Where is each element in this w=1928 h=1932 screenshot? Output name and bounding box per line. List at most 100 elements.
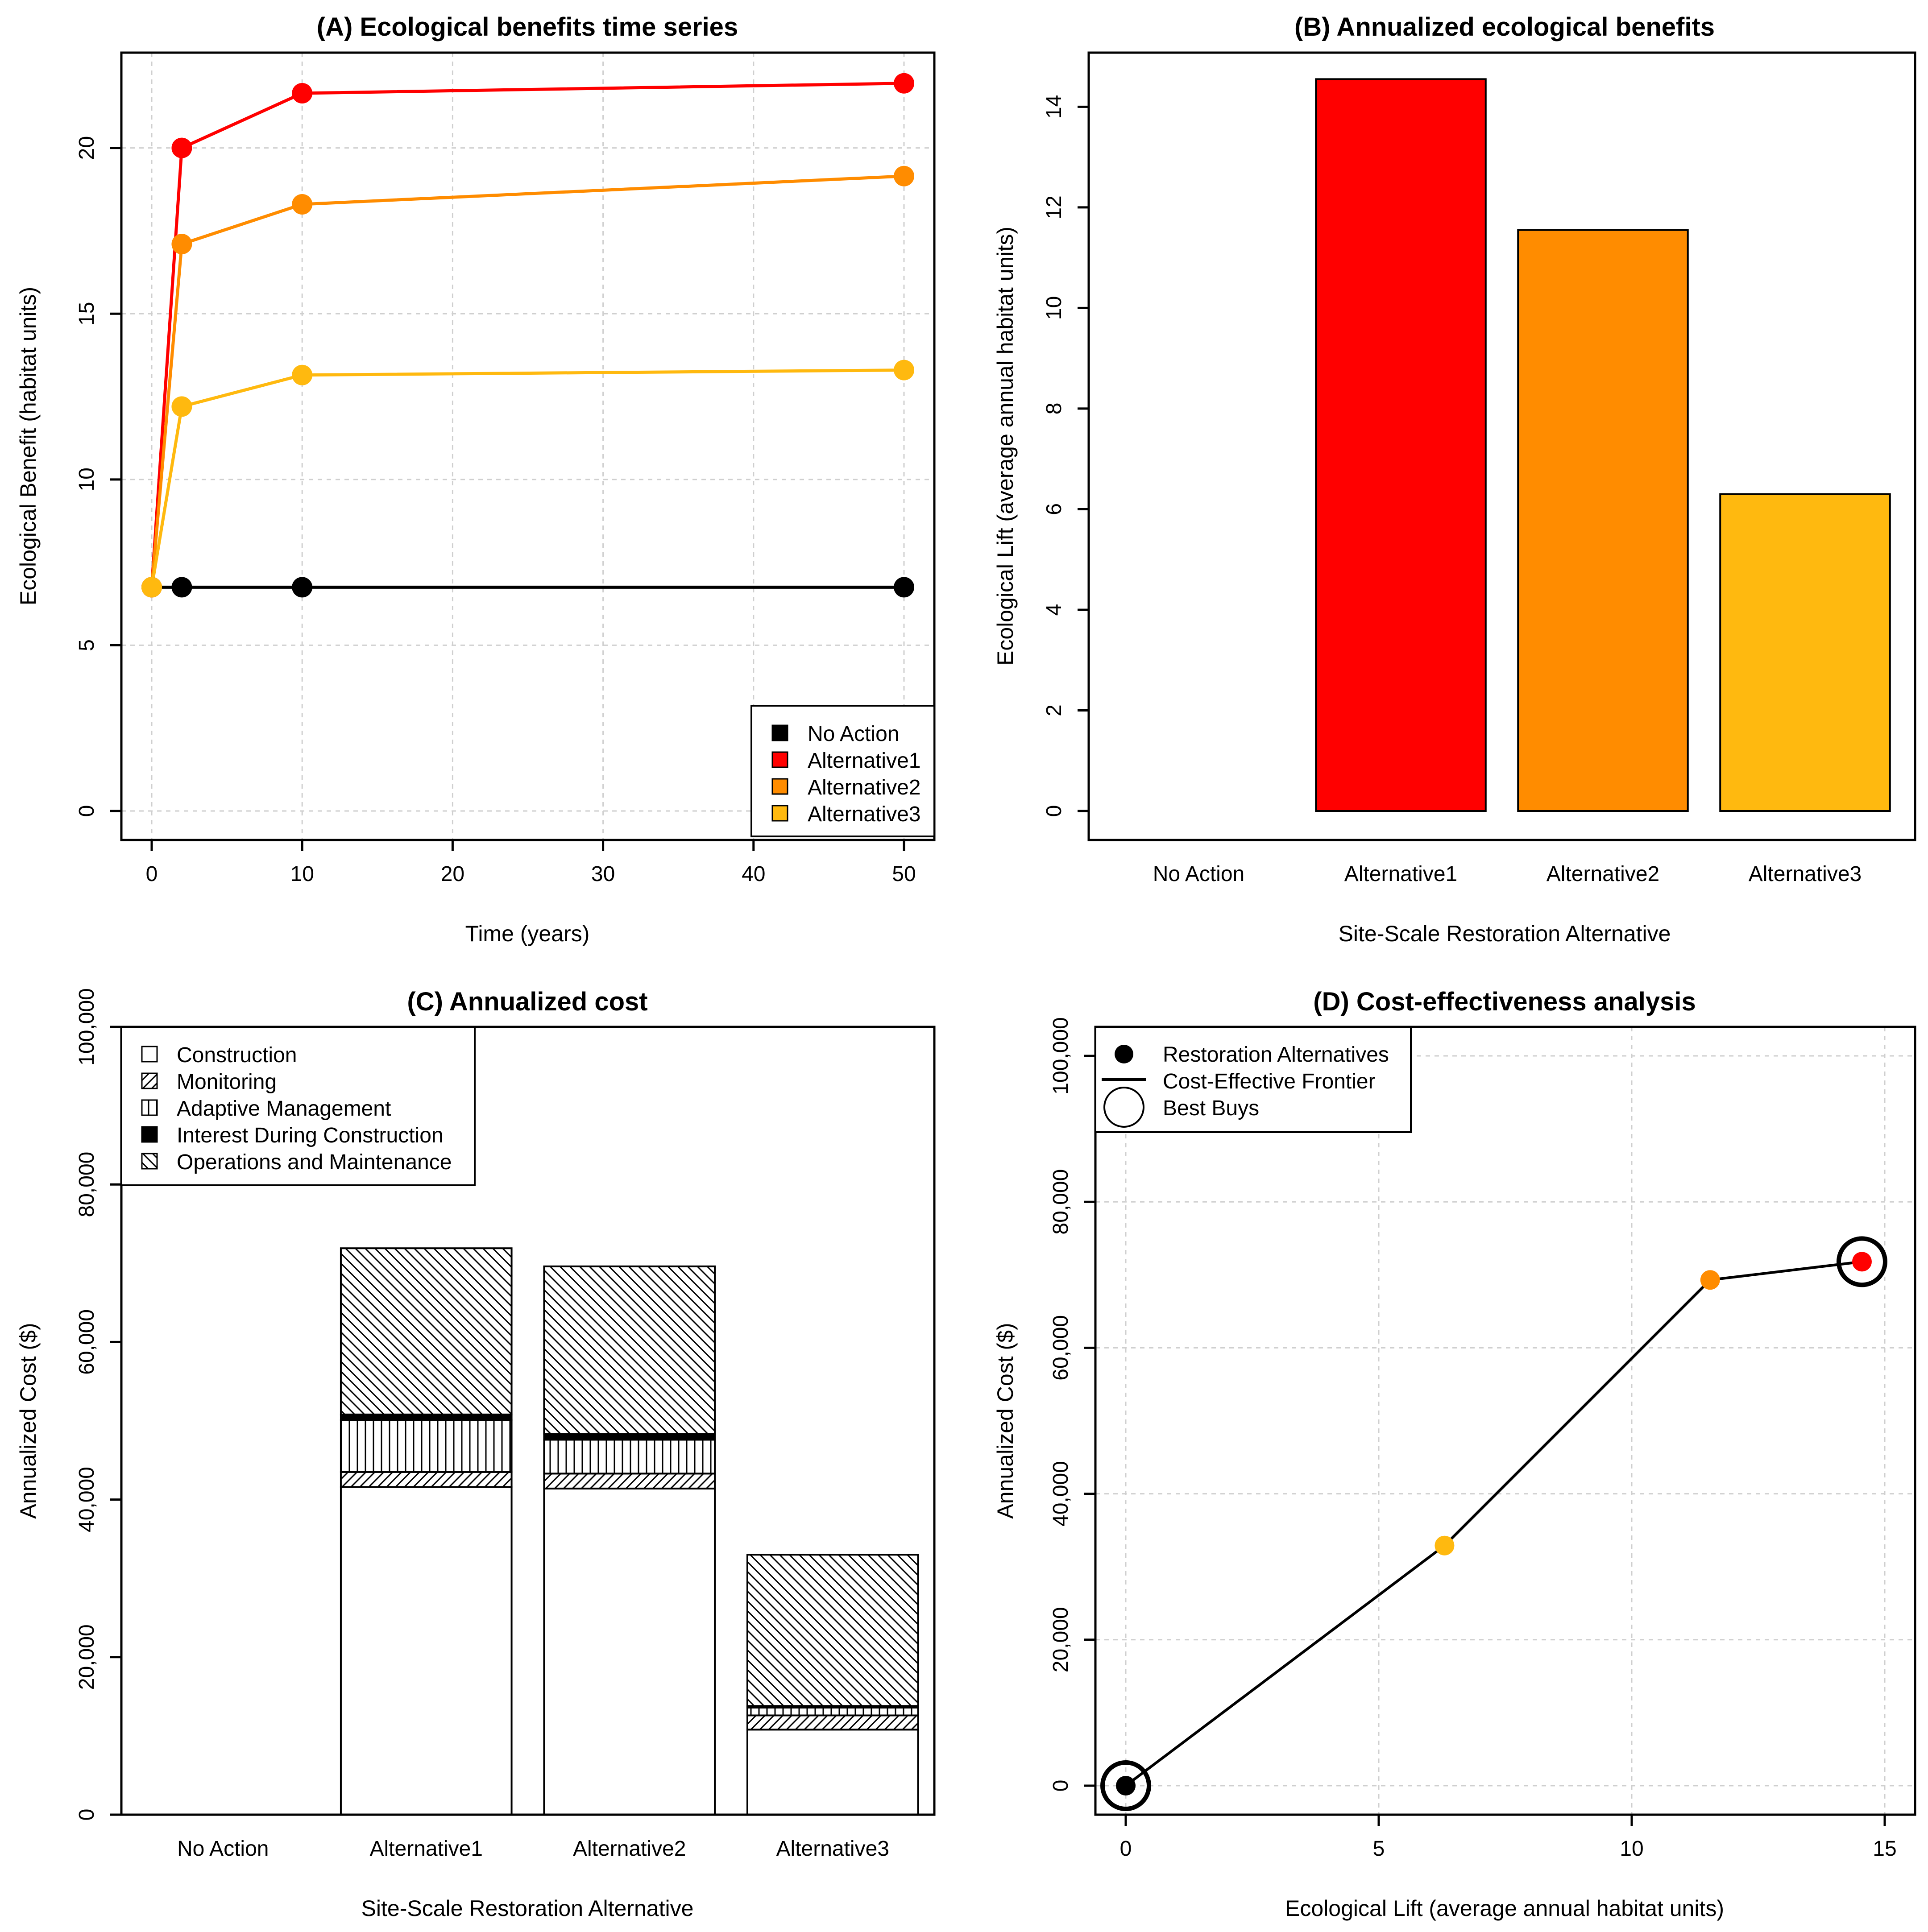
bar-segment-alternative3-operations-and-maintenance xyxy=(746,1554,919,1707)
panel-d-frame xyxy=(1094,1026,1916,1816)
bar-segment-alternative2-monitoring xyxy=(543,1473,716,1489)
panel-b-y-tick-label: 12 xyxy=(1042,195,1066,219)
panel-b-y-label: Ecological Lift (average annual habitat … xyxy=(993,227,1018,666)
panel-a-legend: No Action Alternative1 Alternative2 Alte… xyxy=(750,705,935,837)
panel-b-frame xyxy=(1087,51,1916,841)
legend-symbol-restoration-alternatives xyxy=(1115,1045,1133,1063)
panel-c-y-tick-label: 60,000 xyxy=(75,1309,99,1375)
bar-segment-alternative1-adaptive-management xyxy=(340,1419,513,1473)
panel-c-legend-box xyxy=(120,1026,476,1186)
panel-c-legend: Construction Monitoring Adaptive Managem… xyxy=(120,1026,476,1186)
panel-d-plot xyxy=(1100,1236,1887,1811)
scatter-point-no-action xyxy=(1116,1776,1136,1795)
data-point-alternative2 xyxy=(171,234,192,255)
panel-a-x-tick-label: 0 xyxy=(146,862,158,886)
panel-c-y-label: Annualized Cost ($) xyxy=(16,1323,41,1518)
panel-a-x-tick-label: 50 xyxy=(892,862,916,886)
legend-label-adaptive-management: Adaptive Management xyxy=(177,1097,391,1121)
legend-swatch-alternative2 xyxy=(771,778,788,795)
scatter-point-alternative2 xyxy=(1700,1270,1720,1290)
panel-d-legend-box xyxy=(1095,1026,1412,1133)
panel-a-x-tick-label: 20 xyxy=(441,862,464,886)
bar-alternative2 xyxy=(1517,229,1689,812)
legend-swatch-operations xyxy=(141,1153,158,1170)
legend-label-alternative1: Alternative1 xyxy=(808,749,920,773)
legend-swatch-adaptive-management xyxy=(141,1099,158,1116)
panel-c-x-tick-label: Alternative2 xyxy=(573,1837,686,1861)
panel-a-y-tick-label: 15 xyxy=(75,302,99,326)
panel-c-annualized-cost: (C) Annualized cost No Action Alternative… xyxy=(16,987,936,1921)
panel-b-bars xyxy=(1315,78,1891,812)
panel-b-x-label: Site-Scale Restoration Alternative xyxy=(1339,921,1671,946)
panel-b-x-tick-label: Alternative1 xyxy=(1344,862,1457,886)
legend-swatch-monitoring xyxy=(141,1072,158,1089)
panel-d-x-tick-label: 0 xyxy=(1120,1837,1132,1861)
panel-d-x-tick-label: 5 xyxy=(1373,1837,1385,1861)
legend-label-monitoring: Monitoring xyxy=(177,1070,277,1094)
data-point-no-action xyxy=(894,577,914,598)
bar-segment-alternative1-monitoring xyxy=(340,1471,513,1488)
panel-a-series xyxy=(141,73,914,598)
panel-b-x-tick-label: Alternative2 xyxy=(1547,862,1659,886)
panel-b-x-ticks: No Action Alternative1 Alternative2 Alterna… xyxy=(1153,862,1862,886)
bar-segment-alternative1-operations-and-maintenance xyxy=(340,1247,513,1415)
panel-c-y-tick-label: 20,000 xyxy=(75,1624,99,1690)
data-point-alternative1 xyxy=(292,83,313,104)
panel-c-x-label: Site-Scale Restoration Alternative xyxy=(361,1896,694,1921)
series-line-alternative3 xyxy=(150,368,904,587)
legend-swatch-construction xyxy=(141,1046,158,1063)
panel-b-annualized-benefits: (B) Annualized ecological benefits No Ac… xyxy=(993,12,1916,946)
panel-b-title: (B) Annualized ecological benefits xyxy=(1294,12,1715,41)
panel-c-y-tick-label: 0 xyxy=(75,1809,99,1821)
panel-a-y-tick-label: 5 xyxy=(75,639,99,651)
legend-label-alternative2: Alternative2 xyxy=(808,776,920,799)
panel-b-x-tick-label: No Action xyxy=(1153,862,1244,886)
legend-swatch-no-action xyxy=(771,724,788,741)
panel-c-y-tick-label: 80,000 xyxy=(75,1152,99,1217)
legend-label-operations: Operations and Maintenance xyxy=(177,1150,452,1174)
data-point-alternative1 xyxy=(171,137,192,158)
panel-c-bars xyxy=(340,1247,919,1816)
data-point-alternative3 xyxy=(292,364,313,385)
panel-d-x-tick-label: 10 xyxy=(1620,1837,1643,1861)
data-point-alternative3 xyxy=(171,396,192,417)
panel-d-y-tick-label: 80,000 xyxy=(1049,1169,1073,1235)
panel-c-x-tick-label: Alternative1 xyxy=(370,1837,483,1861)
panel-c-x-ticks: No Action Alternative1 Alternative2 Alterna… xyxy=(177,1837,889,1861)
panel-a-frame xyxy=(120,51,936,841)
panel-d-y-tick-label: 0 xyxy=(1049,1780,1073,1792)
panel-b-y-tick-label: 2 xyxy=(1042,704,1066,716)
panel-b-y-tick-label: 14 xyxy=(1042,95,1066,119)
data-point-alternative3 xyxy=(141,577,162,598)
legend-swatch-interest xyxy=(141,1126,158,1143)
panel-c-y-tick-label: 40,000 xyxy=(75,1467,99,1532)
panel-d-y-tick-label: 40,000 xyxy=(1049,1461,1073,1527)
panel-c-frame xyxy=(120,1026,936,1816)
legend-swatch-alternative1 xyxy=(771,751,788,768)
panel-a-y-tick-label: 0 xyxy=(75,805,99,817)
panel-b-y-tick-label: 4 xyxy=(1042,604,1066,616)
bar-segment-alternative2-adaptive-management xyxy=(543,1439,716,1475)
cost-effective-frontier-line xyxy=(1125,1260,1862,1787)
panel-c-y-tick-label: 100,000 xyxy=(75,988,99,1066)
best-buy-ring-no-action xyxy=(1100,1760,1151,1811)
panel-a-title: (A) Ecological benefits time series xyxy=(317,12,738,41)
panel-a-grid xyxy=(121,53,934,840)
bar-segment-alternative3-construction xyxy=(746,1729,919,1816)
panel-d-x-label: Ecological Lift (average annual habitat … xyxy=(1285,1896,1724,1921)
series-line-alternative1 xyxy=(150,82,904,587)
panel-a-y-label: Ecological Benefit (habitat units) xyxy=(16,287,41,605)
bar-alternative3 xyxy=(1719,493,1891,812)
legend-label-interest: Interest During Construction xyxy=(177,1124,444,1147)
panel-d-title: (D) Cost-effectiveness analysis xyxy=(1313,987,1696,1016)
data-point-alternative3 xyxy=(894,360,914,381)
panel-c-title: (C) Annualized cost xyxy=(407,987,647,1016)
legend-swatch-alternative3 xyxy=(771,805,788,822)
panel-d-y-tick-label: 60,000 xyxy=(1049,1315,1073,1381)
panel-b-y-tick-label: 10 xyxy=(1042,296,1066,320)
bar-segment-alternative1-construction xyxy=(340,1486,513,1816)
bar-alternative1 xyxy=(1315,78,1487,812)
panel-a-x-tick-label: 30 xyxy=(591,862,615,886)
panel-d-y-label: Annualized Cost ($) xyxy=(993,1323,1018,1518)
